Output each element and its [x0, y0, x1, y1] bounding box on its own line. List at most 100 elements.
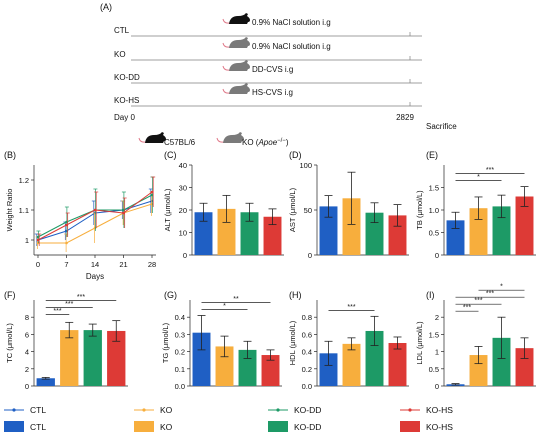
y-axis-title: TC (μmol/L) [5, 323, 14, 363]
legend-marker [12, 408, 16, 412]
y-tick-label: 0.4 [302, 348, 312, 357]
y-tick-label: 0.0 [302, 382, 312, 391]
y-tick-label: 0.3 [175, 330, 185, 339]
bar-ko-dd [492, 337, 511, 386]
y-axis-title: AST (μmol/L) [288, 187, 297, 232]
x-tick-label: 28 [148, 260, 156, 269]
panel-label: (A) [100, 2, 112, 12]
bar-ko-hs [263, 216, 282, 255]
mouse-body [229, 13, 250, 24]
legend-marker [408, 408, 412, 412]
legend-label: KO-DD [294, 405, 321, 415]
chart-c: (C) 0 10 20 30 40 ALT (μmol/L) [163, 150, 284, 260]
y-axis-title: Weight Ratio [5, 189, 14, 232]
key-ko-tail: ) [286, 138, 289, 147]
x-axis-title: Days [86, 272, 104, 281]
bar-ko-hs [388, 215, 407, 255]
y-tick-label: 0.8 [302, 313, 312, 322]
mouse-tail [222, 65, 231, 71]
bar-ko-dd [365, 330, 384, 386]
group-label-ko: KO [114, 50, 126, 59]
bar-ctl [446, 220, 465, 255]
mouse-icon [222, 60, 250, 71]
mouse-icon [222, 83, 250, 94]
panel-label: (D) [289, 150, 302, 160]
y-tick-label: 40 [179, 161, 187, 170]
y-tick-label: 1.5 [429, 330, 439, 339]
mouse-tail [222, 42, 231, 48]
data-point [122, 211, 125, 215]
legend-label: KO-DD [294, 422, 321, 432]
data-point [150, 190, 154, 194]
bar-ko [342, 198, 361, 255]
chart-h: (H) 0.0 0.2 0.4 0.6 0.8 HDL (μmol/L) *** [288, 290, 409, 391]
bar-ko-hs [515, 196, 534, 255]
panel-label: (I) [426, 290, 435, 300]
chart-d: (D) 0 50 100 AST (μmol/L) [288, 150, 409, 260]
legend-swatch [400, 421, 420, 432]
y-tick-label: 2 [25, 365, 29, 374]
sig-label: *** [65, 301, 73, 308]
y-tick-label: 30 [179, 184, 187, 193]
series-line-ctl [37, 200, 153, 241]
y-tick-label: 0.6 [302, 330, 312, 339]
bar-ko-hs [515, 348, 534, 386]
sig-label: *** [463, 305, 471, 312]
y-tick-label: 10 [179, 229, 187, 238]
x-tick-label: 14 [91, 260, 99, 269]
bar-ko [469, 355, 488, 386]
legend-label: KO-HS [426, 422, 453, 432]
y-tick-label: 100 [299, 161, 312, 170]
legend-marker [276, 408, 280, 412]
sig-label: * [223, 303, 226, 310]
panel-label: (E) [426, 150, 438, 160]
series-line-ko-hs [37, 191, 153, 241]
data-point [36, 235, 40, 239]
panel-label: (H) [289, 290, 302, 300]
y-tick-label: 2 [435, 313, 439, 322]
mouse-body [223, 132, 244, 143]
data-point [65, 223, 68, 227]
bar-ko-dd [240, 212, 259, 255]
y-axis-title: HDL (μmol/L) [288, 320, 297, 365]
key-ko-sup: −/− [277, 138, 286, 144]
y-tick-label: 0 [183, 251, 187, 260]
bar-ko-hs [261, 355, 280, 386]
data-point [150, 193, 154, 197]
bar-ctl [36, 378, 55, 386]
mouse-body [145, 132, 166, 143]
mouse-icon [138, 132, 166, 143]
y-tick-label: 0.5 [429, 229, 439, 238]
bar-ko [60, 330, 79, 386]
y-tick-label: 1 [25, 236, 29, 245]
day-label: Day 0 [114, 113, 135, 122]
data-point [93, 208, 97, 212]
group-label-ctl: CTL [114, 26, 130, 35]
y-tick-label: 0 [435, 382, 439, 391]
sig-label: *** [486, 167, 494, 174]
treatment-label: DD-CVS i.g [252, 65, 293, 74]
data-point [65, 220, 68, 224]
bar-ko [469, 208, 488, 255]
y-tick-label: 1.0 [429, 206, 439, 215]
panel-label: (G) [164, 290, 177, 300]
mouse-icon [216, 132, 244, 143]
y-axis-title: ALT (μmol/L) [163, 188, 172, 231]
y-tick-label: 1.2 [19, 176, 29, 185]
sig-label: *** [77, 294, 85, 301]
mouse-tail [138, 137, 147, 143]
key-ko-gene: Apoe [257, 138, 277, 147]
y-tick-label: 0.4 [175, 313, 185, 322]
legend-label: CTL [30, 405, 46, 415]
bar-ko-dd [365, 212, 384, 255]
legend-swatch [4, 421, 24, 432]
bar-ko-dd [238, 349, 257, 386]
y-axis-title: LDL (μmol/L) [415, 321, 424, 365]
chart-b: (B) 1 1.1 1.2 Weight Ratio 0 7 14 21 28 Days [4, 150, 156, 281]
y-tick-label: 8 [25, 313, 29, 322]
y-tick-label: 1.1 [19, 206, 29, 215]
bar-ko-hs [107, 330, 126, 386]
bar-ko-dd [492, 206, 511, 255]
data-point [65, 241, 68, 245]
